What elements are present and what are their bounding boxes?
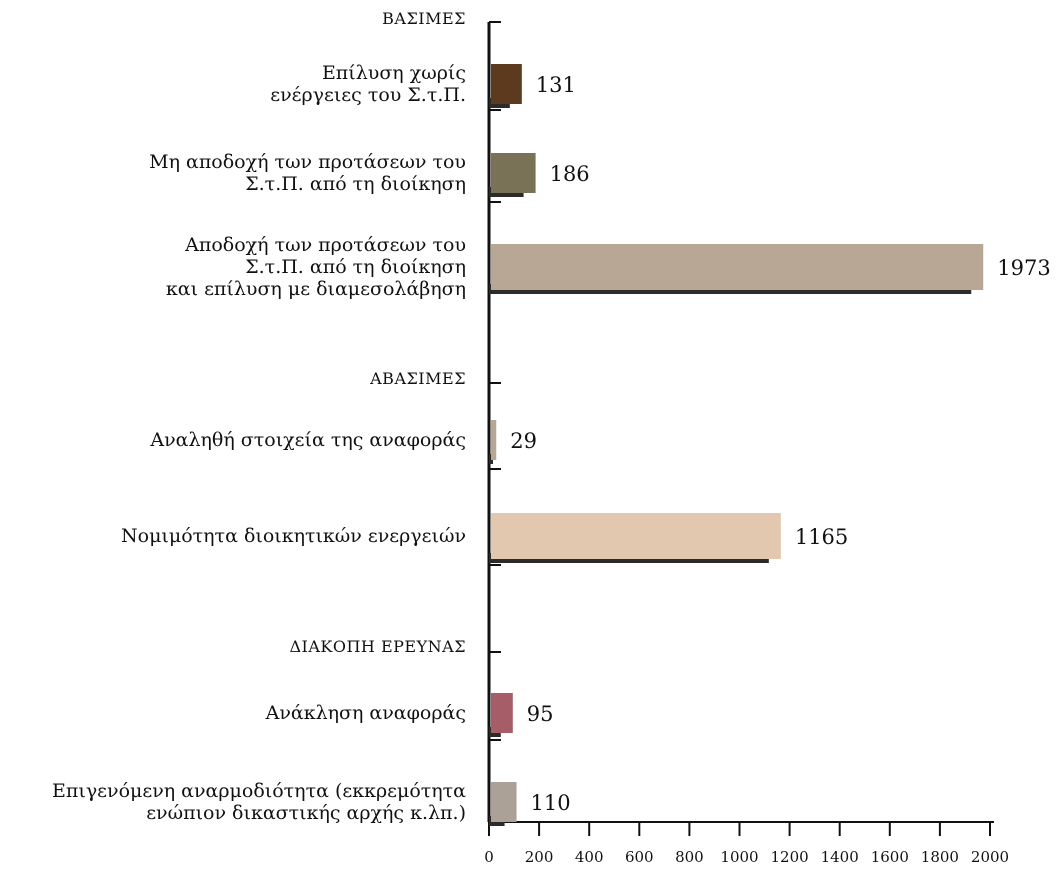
group-label: ΒΑΣΙΜΕΣ (382, 9, 466, 28)
x-tick-label: 0 (484, 848, 494, 866)
bar-category-label: Επίλυση χωρίς (322, 62, 466, 84)
x-tick-label: 600 (625, 848, 654, 866)
bar-category-label: Αναληθή στοιχεία της αναφοράς (149, 429, 466, 451)
bar-value-label: 1165 (795, 525, 848, 549)
group-label: ΔΙΑΚΟΠΗ ΕΡΕΥΝΑΣ (289, 637, 466, 656)
bar-value-label: 110 (531, 791, 571, 815)
bar-category-label: και επίλυση με διαμεσολάβηση (166, 278, 466, 300)
bar (491, 782, 517, 822)
x-tick-label: 1600 (871, 848, 909, 866)
x-tick-label: 200 (525, 848, 554, 866)
bar (491, 64, 522, 104)
bar-value-label: 131 (536, 73, 576, 97)
x-tick-label: 1800 (921, 848, 959, 866)
x-tick-label: 2000 (971, 848, 1009, 866)
bar-category-label: ενέργειες του Σ.τ.Π. (270, 84, 466, 106)
bar (491, 693, 513, 733)
x-tick-label: 1400 (821, 848, 859, 866)
x-tick-label: 400 (575, 848, 604, 866)
group-label: ΑΒΑΣΙΜΕΣ (369, 369, 466, 388)
bar-category-label: Αποδοχή των προτάσεων του (184, 234, 466, 256)
bar-category-label: Νομιμότητα διοικητικών ενεργειών (121, 525, 466, 547)
bar-category-label: Σ.τ.Π. από τη διοίκηση (245, 256, 466, 278)
bar-value-label: 1973 (997, 256, 1050, 280)
bar-category-label: ενώπιον δικαστικής αρχής κ.λπ.) (146, 802, 466, 824)
x-tick-label: 1000 (720, 848, 758, 866)
bar (491, 153, 536, 193)
bar (491, 513, 781, 559)
bar-category-label: Σ.τ.Π. από τη διοίκηση (245, 173, 466, 195)
bar-category-label: Ανάκληση αναφοράς (265, 702, 466, 724)
x-tick-label: 1200 (771, 848, 809, 866)
bar-value-label: 95 (527, 702, 554, 726)
bar-value-label: 29 (510, 429, 537, 453)
bar (491, 244, 984, 290)
bar (491, 420, 497, 460)
bar-category-label: Επιγενόμενη αναρμοδιότητα (εκκρεμότητα (52, 780, 466, 802)
bar-value-label: 186 (550, 162, 590, 186)
bar-category-label: Μη αποδοχή των προτάσεων του (149, 151, 466, 173)
x-tick-label: 800 (675, 848, 704, 866)
